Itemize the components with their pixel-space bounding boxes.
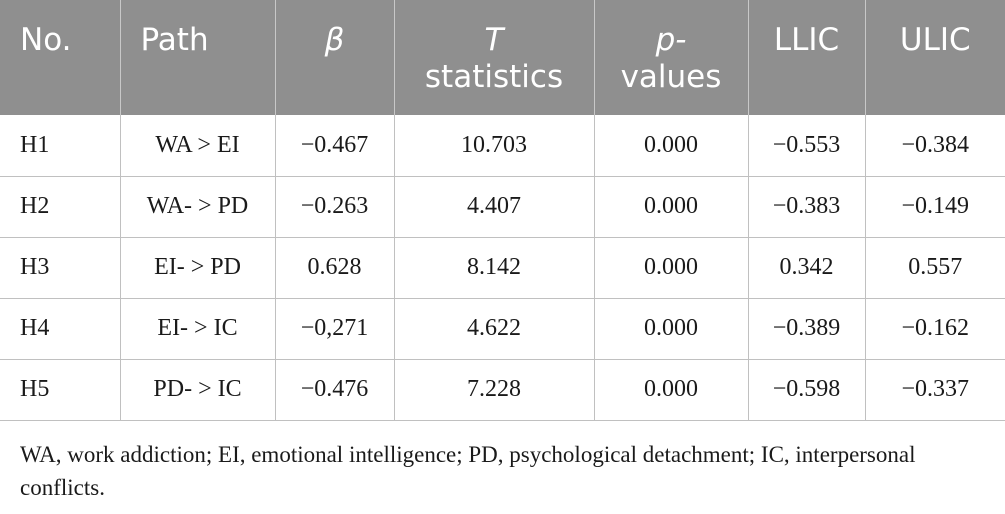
table-footnote: WA, work addiction; EI, emotional intell…	[20, 442, 916, 500]
table-body: H1 WA > EI −0.467 10.703 0.000 −0.553 −0…	[0, 115, 1005, 421]
cell-ulic: 0.557	[865, 237, 1005, 299]
header-ulic: ULIC	[899, 22, 971, 58]
cell-beta: −0.263	[275, 176, 395, 238]
table-row: H1 WA > EI −0.467 10.703 0.000 −0.553 −0…	[0, 115, 1005, 177]
cell-t: 7.228	[394, 359, 595, 421]
cell-beta: −0,271	[275, 298, 395, 360]
header-llic: LLIC	[748, 0, 866, 115]
cell-llic: −0.389	[748, 298, 866, 360]
cell-no: H1	[0, 115, 121, 177]
cell-t: 8.142	[394, 237, 595, 299]
cell-beta: −0.467	[275, 115, 395, 177]
table-row: H3 EI- > PD 0.628 8.142 0.000 0.342 0.55…	[0, 237, 1005, 299]
cell-path: WA- > PD	[120, 176, 276, 238]
cell-t: 4.622	[394, 298, 595, 360]
cell-p: 0.000	[594, 359, 749, 421]
cell-llic: −0.598	[748, 359, 866, 421]
cell-p: 0.000	[594, 176, 749, 238]
header-no: No.	[0, 0, 121, 115]
cell-ulic: −0.149	[865, 176, 1005, 238]
cell-beta: −0.476	[275, 359, 395, 421]
header-path: Path	[120, 0, 276, 115]
cell-no: H3	[0, 237, 121, 299]
cell-t: 4.407	[394, 176, 595, 238]
cell-ulic: −0.337	[865, 359, 1005, 421]
table-row: H2 WA- > PD −0.263 4.407 0.000 −0.383 −0…	[0, 176, 1005, 238]
header-beta: β	[275, 0, 395, 115]
cell-path: PD- > IC	[120, 359, 276, 421]
table-row: H4 EI- > IC −0,271 4.622 0.000 −0.389 −0…	[0, 298, 1005, 360]
cell-llic: 0.342	[748, 237, 866, 299]
cell-no: H4	[0, 298, 121, 360]
cell-path: EI- > PD	[120, 237, 276, 299]
cell-ulic: −0.162	[865, 298, 1005, 360]
table-row: H5 PD- > IC −0.476 7.228 0.000 −0.598 −0…	[0, 359, 1005, 421]
cell-p: 0.000	[594, 115, 749, 177]
cell-llic: −0.553	[748, 115, 866, 177]
cell-p: 0.000	[594, 298, 749, 360]
cell-path: WA > EI	[120, 115, 276, 177]
cell-p: 0.000	[594, 237, 749, 299]
cell-path: EI- > IC	[120, 298, 276, 360]
header-p-values: p-values	[594, 0, 749, 115]
cell-beta: 0.628	[275, 237, 395, 299]
cell-no: H5	[0, 359, 121, 421]
cell-ulic: −0.384	[865, 115, 1005, 177]
cell-no: H2	[0, 176, 121, 238]
cell-t: 10.703	[394, 115, 595, 177]
cell-llic: −0.383	[748, 176, 866, 238]
